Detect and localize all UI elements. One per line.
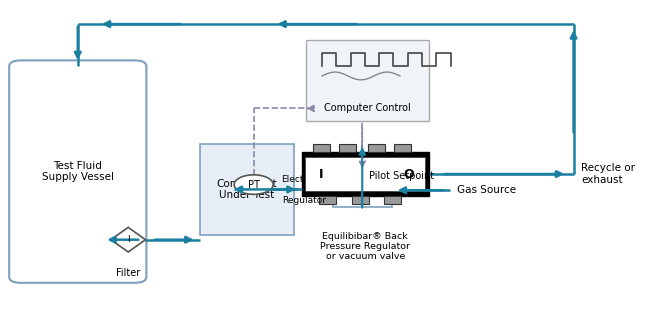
Text: Pilot Setpoint: Pilot Setpoint bbox=[369, 171, 434, 181]
Text: Gas Source: Gas Source bbox=[456, 185, 516, 195]
Bar bbox=[302, 152, 428, 196]
Text: I: I bbox=[127, 235, 129, 244]
Bar bbox=[305, 157, 425, 191]
Text: Recycle or
exhaust: Recycle or exhaust bbox=[581, 163, 635, 185]
Text: Electronic
Pilot
Regulator: Electronic Pilot Regulator bbox=[281, 175, 326, 205]
Bar bbox=[313, 144, 330, 152]
FancyBboxPatch shape bbox=[9, 60, 146, 283]
Text: Test Fluid
Supply Vessel: Test Fluid Supply Vessel bbox=[42, 161, 114, 182]
Bar bbox=[339, 144, 356, 152]
Text: O: O bbox=[404, 167, 415, 181]
FancyBboxPatch shape bbox=[200, 144, 294, 235]
Circle shape bbox=[234, 175, 273, 194]
Text: Component
Under Test: Component Under Test bbox=[217, 179, 277, 200]
Bar bbox=[352, 196, 369, 204]
Text: PT: PT bbox=[247, 180, 260, 190]
Text: I: I bbox=[319, 167, 323, 181]
Text: Equilibibar® Back
Pressure Regulator
or vacuum valve: Equilibibar® Back Pressure Regulator or … bbox=[320, 232, 410, 261]
Bar bbox=[385, 196, 402, 204]
Bar bbox=[319, 196, 336, 204]
Polygon shape bbox=[111, 227, 146, 252]
Text: E/P: E/P bbox=[353, 185, 372, 195]
FancyBboxPatch shape bbox=[306, 40, 429, 121]
Bar bbox=[368, 144, 385, 152]
Bar bbox=[394, 144, 411, 152]
Text: Filter: Filter bbox=[116, 268, 140, 278]
FancyBboxPatch shape bbox=[333, 173, 392, 207]
Text: Computer Control: Computer Control bbox=[324, 103, 411, 113]
